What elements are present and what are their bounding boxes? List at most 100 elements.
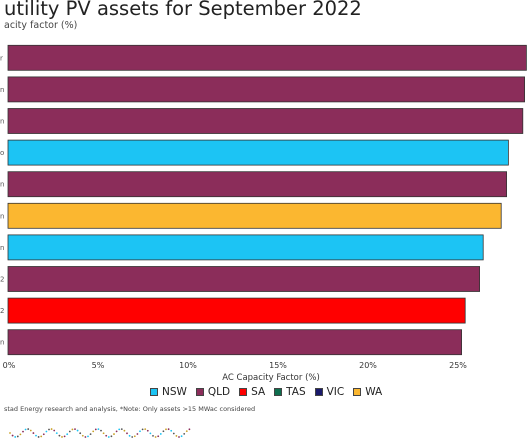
decorative-dot <box>63 435 66 438</box>
x-tick-label: 15% <box>269 361 287 370</box>
category-label: r <box>0 54 3 62</box>
decorative-dot <box>105 434 108 437</box>
decorative-dots <box>9 428 191 438</box>
decorative-dot <box>152 434 154 437</box>
decorative-dot <box>89 433 92 436</box>
x-axis-ticks: 0% 5% 10% 15% 20% 25% <box>3 361 468 370</box>
bar-9 <box>7 297 466 324</box>
decorative-dot <box>14 436 17 438</box>
decorative-dot <box>107 436 110 438</box>
decorative-dot <box>136 433 139 435</box>
bar-5 <box>7 171 508 198</box>
bar-10 <box>7 329 463 356</box>
legend-item-sa: SA <box>239 386 265 398</box>
decorative-dot <box>100 429 102 432</box>
category-label: o <box>0 149 4 157</box>
decorative-dot <box>180 435 183 438</box>
legend-swatch <box>195 388 204 396</box>
bar-3 <box>7 108 524 134</box>
decorative-dot <box>159 433 162 435</box>
legend-label: NSW <box>162 386 187 398</box>
decorative-dot <box>102 432 105 435</box>
decorative-dot <box>87 435 89 438</box>
chart-title: utility PV assets for September 2022 <box>4 0 362 20</box>
category-label: n <box>0 244 4 252</box>
x-tick-label: 25% <box>449 361 467 370</box>
decorative-dot <box>61 436 63 438</box>
decorative-dot <box>162 430 165 433</box>
decorative-dot <box>115 430 118 433</box>
decorative-dot <box>154 436 157 438</box>
bar-8 <box>7 266 481 292</box>
decorative-dot <box>133 435 136 438</box>
legend-swatch <box>314 388 323 396</box>
category-label: n <box>0 339 4 347</box>
chart-subtitle: acity factor (%) <box>4 20 78 31</box>
decorative-dot <box>35 434 37 437</box>
x-tick-label: 0% <box>3 361 16 370</box>
decorative-dot <box>40 435 43 438</box>
bar-4 <box>7 139 509 166</box>
legend-label: TAS <box>286 386 306 398</box>
decorative-dot <box>42 433 45 436</box>
legend-swatch <box>239 388 248 396</box>
decorative-dot <box>165 428 167 431</box>
legend-swatch <box>274 388 283 396</box>
footnote: stad Energy research and analysis, *Note… <box>4 405 256 413</box>
decorative-dot <box>131 436 134 438</box>
legend-label: WA <box>365 386 383 398</box>
decorative-dot <box>157 435 160 438</box>
decorative-dot <box>58 434 61 437</box>
decorative-dot <box>183 432 186 435</box>
decorative-dot <box>97 428 100 431</box>
category-label: n <box>0 181 4 189</box>
decorative-dot <box>123 429 126 432</box>
legend-swatch <box>353 388 362 396</box>
decorative-dot <box>139 430 141 433</box>
category-label: 2 <box>0 307 4 315</box>
decorative-dot <box>27 428 30 430</box>
decorative-dot <box>24 428 27 431</box>
decorative-dot <box>178 436 180 438</box>
legend: NSW QLD SA TAS VIC WA <box>150 386 382 398</box>
x-tick-label: 10% <box>179 361 197 370</box>
decorative-dot <box>149 432 152 435</box>
decorative-dot <box>146 429 149 432</box>
decorative-dot <box>141 428 144 431</box>
decorative-dot <box>172 432 175 435</box>
legend-swatch <box>150 388 158 396</box>
decorative-dot <box>120 428 123 431</box>
decorative-dot <box>50 428 53 430</box>
decorative-dot <box>48 428 50 431</box>
decorative-dot <box>9 432 11 434</box>
category-label: 2 <box>0 276 4 284</box>
legend-item-tas: TAS <box>274 386 306 398</box>
decorative-dot <box>113 433 115 435</box>
decorative-dot <box>94 428 97 431</box>
legend-label: SA <box>251 386 266 398</box>
decorative-dot <box>79 432 82 435</box>
category-label: n <box>0 118 4 126</box>
decorative-dot <box>71 428 74 431</box>
category-label: n <box>0 86 4 94</box>
decorative-dot <box>92 430 95 433</box>
legend-label: QLD <box>207 386 231 398</box>
decorative-dot <box>128 434 131 437</box>
bar-6 <box>7 202 502 229</box>
decorative-dot <box>74 428 76 430</box>
bar-1 <box>7 44 527 71</box>
decorative-dot <box>66 433 69 436</box>
decorative-dot <box>188 428 191 431</box>
decorative-dot <box>144 428 147 431</box>
decorative-dot <box>37 436 40 438</box>
decorative-dot <box>170 429 173 432</box>
category-label: n <box>0 212 4 220</box>
decorative-dot <box>55 432 58 435</box>
decorative-dot <box>110 435 113 438</box>
legend-item-vic: VIC <box>314 386 344 398</box>
legend-item-nsw: NSW <box>150 386 187 398</box>
decorative-dot <box>19 433 22 436</box>
decorative-dot <box>32 432 35 434</box>
decorative-dot <box>22 430 24 433</box>
